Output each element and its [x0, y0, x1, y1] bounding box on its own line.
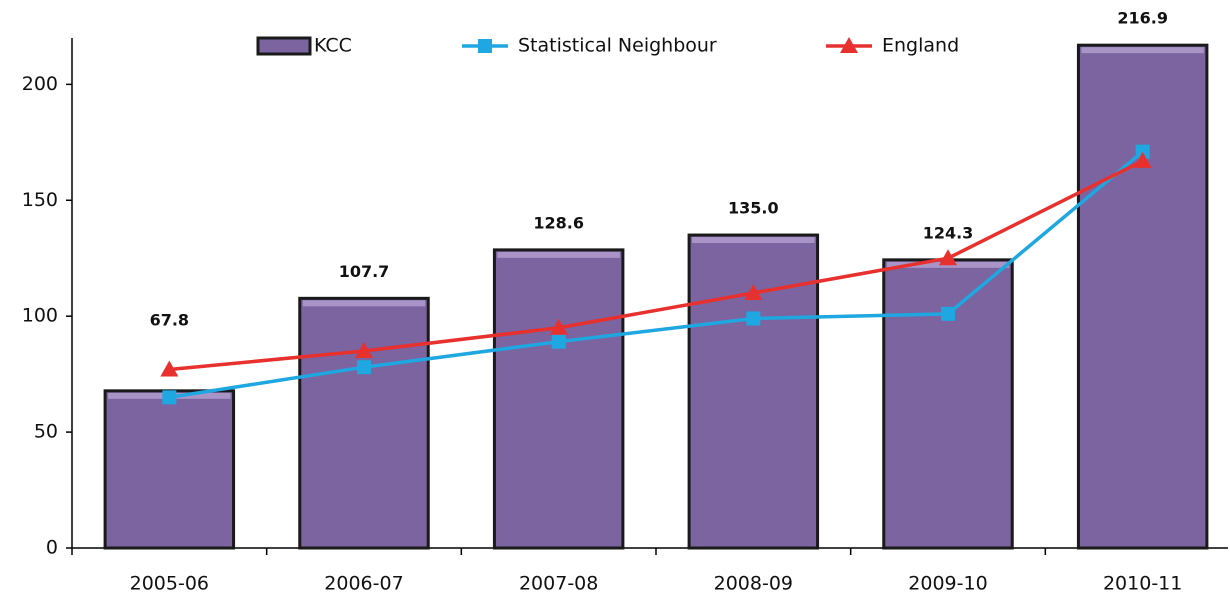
bar: [882, 258, 1014, 550]
y-tick-label: 50: [34, 421, 58, 443]
point: [941, 306, 955, 321]
bar: [298, 296, 430, 550]
value-label: 67.8: [150, 310, 189, 329]
y-tick-label: 100: [22, 305, 58, 327]
point: [355, 341, 373, 358]
y-tick-label: 200: [22, 73, 58, 95]
x-tick-label: 2010-11: [1103, 573, 1182, 595]
y-tick-label: 0: [46, 537, 58, 559]
legend-swatch: [256, 36, 312, 56]
line: [169, 150, 1144, 400]
legend-label: Statistical Neighbour: [518, 35, 717, 57]
x-tick-label: 2009-10: [908, 573, 987, 595]
point: [939, 249, 957, 266]
bar: [1076, 43, 1209, 550]
x-tick-label: 2007-08: [519, 573, 598, 595]
point: [162, 390, 177, 405]
legend-label: England: [882, 35, 959, 57]
point: [746, 311, 761, 326]
x-tick-label: 2006-07: [324, 573, 403, 595]
bar: [687, 233, 820, 550]
line: [169, 159, 1144, 372]
bar-highlight: [692, 237, 815, 244]
bar-highlight: [302, 300, 426, 307]
value-label: 128.6: [533, 213, 584, 232]
bar: [103, 389, 236, 550]
y-tick-label: 150: [22, 189, 58, 211]
point: [1133, 151, 1152, 168]
legend-marker: [478, 39, 492, 53]
value-label: 107.7: [339, 262, 390, 281]
point: [1135, 144, 1150, 159]
bar-highlight: [497, 251, 620, 258]
bar: [492, 248, 625, 550]
x-tick-label: 2005-06: [130, 573, 209, 595]
point: [357, 360, 371, 375]
value-label: 135.0: [728, 199, 779, 218]
point: [744, 284, 763, 300]
legend-label: KCC: [314, 35, 352, 57]
bar-highlight: [1081, 47, 1204, 54]
value-label: 216.9: [1117, 9, 1168, 28]
value-label: 124.3: [923, 223, 974, 242]
legend-marker: [840, 37, 858, 53]
point: [549, 318, 568, 335]
point: [551, 334, 566, 349]
point: [160, 360, 179, 377]
x-tick-label: 2008-09: [714, 573, 793, 595]
